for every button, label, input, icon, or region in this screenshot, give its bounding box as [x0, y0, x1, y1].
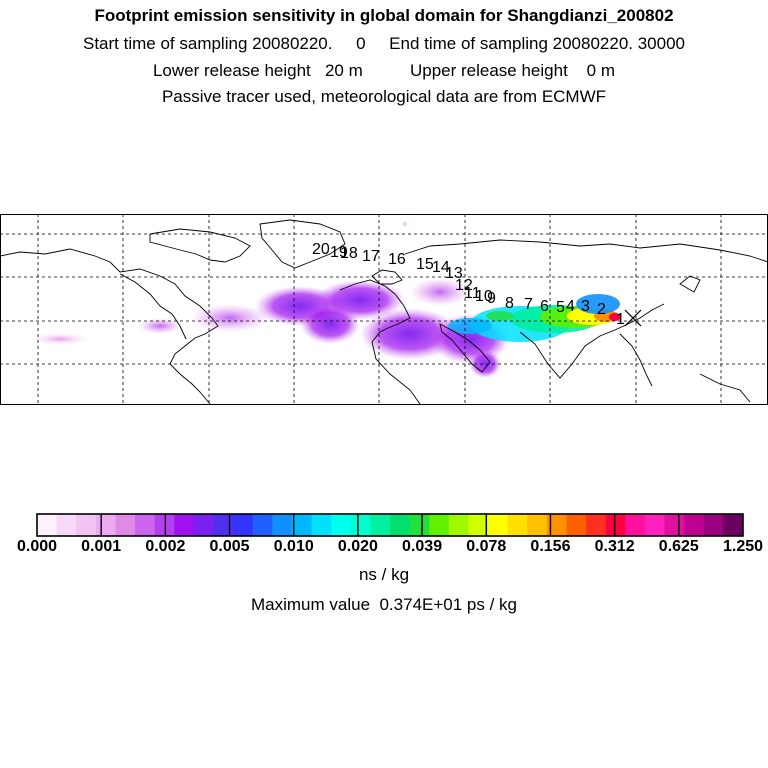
trajectory-label: 3	[581, 298, 590, 315]
colorbar-cell	[566, 514, 587, 536]
colorbar-cell	[684, 514, 705, 536]
colorbar-cell	[546, 514, 567, 536]
sampling-time-line: Start time of sampling 20080220. 0 End t…	[83, 34, 685, 53]
colorbar-tick-label: 0.005	[209, 538, 250, 555]
colorbar-cell	[76, 514, 97, 536]
colorbar-tick-label: 0.002	[145, 538, 186, 555]
colorbar-cell	[115, 514, 136, 536]
gridlines	[0, 214, 768, 406]
trajectory-label: 8	[505, 295, 514, 312]
colorbar-cell	[586, 514, 607, 536]
trajectory-label: 20	[312, 241, 330, 258]
colorbar	[36, 513, 744, 537]
colorbar-cell	[507, 514, 528, 536]
trajectory-label: 6	[540, 298, 549, 315]
release-height-line: Lower release height 20 m Upper release …	[152, 61, 616, 80]
colorbar-cell	[644, 514, 666, 536]
colorbar-tick-label: 0.156	[530, 538, 571, 555]
colorbar-cell	[233, 514, 254, 536]
colorbar-cell	[390, 514, 411, 536]
colorbar-cell	[213, 514, 234, 536]
colorbar-cell	[723, 514, 744, 536]
colorbar-cell	[56, 514, 77, 536]
trajectory-label: 9	[487, 290, 496, 307]
trajectory-label: 13	[445, 265, 463, 282]
colorbar-cell	[664, 514, 685, 536]
trajectory-label: 1	[616, 311, 625, 328]
trajectory-label: 17	[362, 248, 380, 265]
trajectory-label: 12	[455, 277, 473, 294]
colorbar-cell	[311, 514, 332, 536]
colorbar-tick-labels: 0.000 0.001 0.002 0.005 0.010 0.020 0.039 0.078…	[0, 538, 768, 560]
trajectory-label: 5	[556, 299, 565, 316]
colorbar-cell	[331, 514, 352, 536]
colorbar-cell	[370, 514, 391, 536]
trajectory-label: 14	[432, 259, 450, 276]
colorbar-cell	[605, 514, 626, 536]
colorbar-tick-label: 0.020	[337, 538, 378, 555]
colorbar-cell	[468, 514, 489, 536]
trajectory-label: 7	[524, 296, 533, 313]
trajectory-label: 15	[416, 256, 434, 273]
trajectory-label: 19	[330, 244, 348, 261]
trajectory-label: 4	[566, 298, 575, 315]
colorbar-tick-label: 1.250	[722, 538, 764, 555]
colorbar-tick-label: 0.625	[658, 538, 699, 555]
colorbar-cell	[135, 514, 156, 536]
colorbar-cell	[527, 514, 548, 536]
colorbar-tick-label: 0.010	[273, 538, 314, 555]
emission-field	[30, 221, 621, 378]
colorbar-tick-label: 0.001	[81, 538, 122, 555]
colorbar-tick-label: 0.078	[466, 538, 507, 555]
colorbar-tick-label: 0.000	[16, 538, 58, 555]
trajectory-label: 2	[597, 301, 606, 318]
trajectory-label: 11	[464, 285, 481, 302]
colorbar-cell	[703, 514, 724, 536]
map-title: Footprint emission sensitivity in global…	[94, 6, 674, 25]
colorbar-cell	[291, 514, 313, 536]
colorbar-cell	[252, 514, 273, 536]
colorbar-cell	[37, 514, 58, 536]
maximum-value: Maximum value 0.374E+01 ps / kg	[251, 595, 517, 614]
colorbar-tick-label: 0.039	[402, 538, 443, 555]
colorbar-cell	[95, 514, 116, 536]
colorbar-cell	[488, 514, 509, 536]
trajectory-label: 16	[388, 251, 406, 268]
trajectory-label: 10	[475, 288, 493, 305]
colorbar-cell	[409, 514, 430, 536]
colorbar-cell	[429, 514, 450, 536]
colorbar-cell	[350, 514, 371, 536]
coastlines	[0, 219, 768, 405]
release-site-marker	[624, 309, 642, 327]
colorbar-cell	[193, 514, 214, 536]
trajectory-label: 18	[340, 245, 358, 262]
colorbar-cell	[272, 514, 293, 536]
colorbar-cell	[448, 514, 469, 536]
colorbar-tick-label: 0.312	[594, 538, 635, 555]
colorbar-cell	[625, 514, 646, 536]
colorbar-cell	[174, 514, 195, 536]
colorbar-units: ns / kg	[358, 565, 410, 584]
tracer-info-line: Passive tracer used, meteorological data…	[161, 87, 607, 106]
